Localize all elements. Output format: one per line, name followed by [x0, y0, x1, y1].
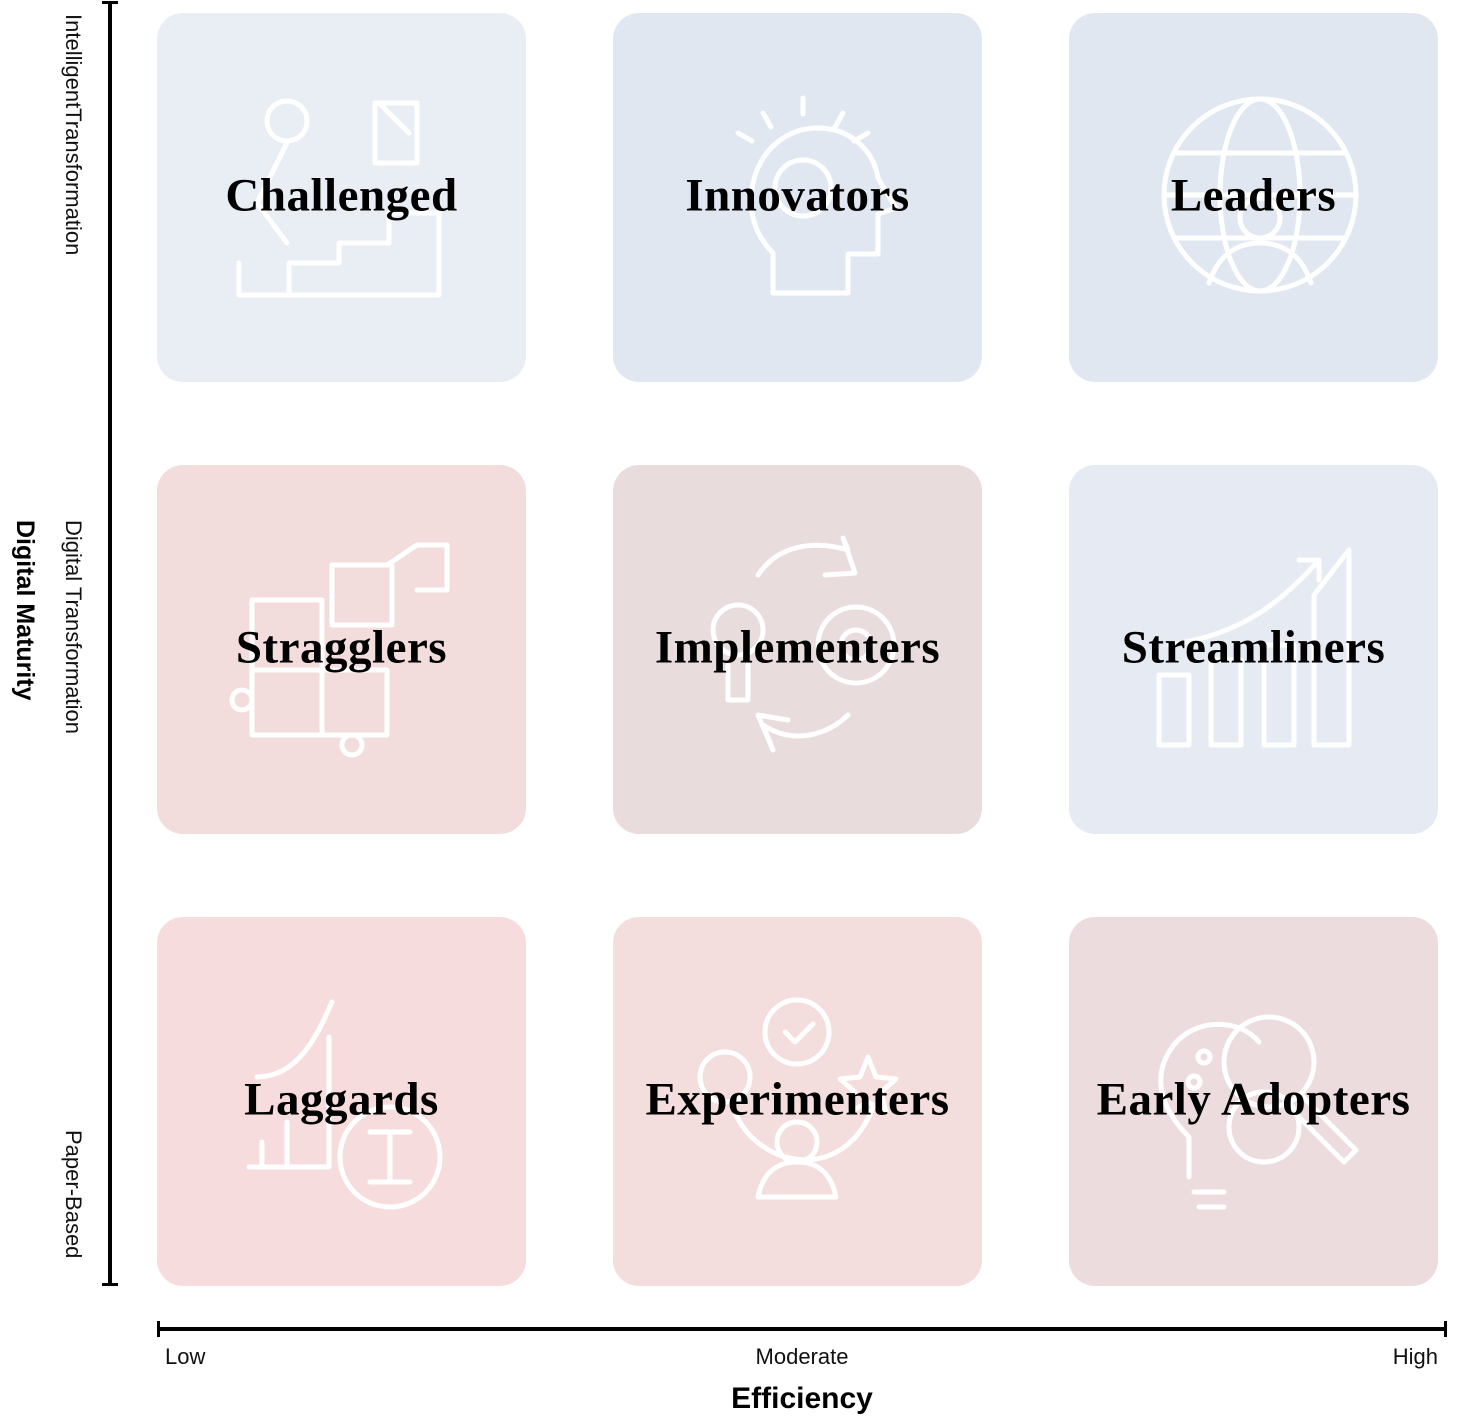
quadrant-label: Early Adopters — [1096, 1072, 1411, 1125]
quadrant-label: Innovators — [685, 168, 910, 221]
quadrant-challenged: Challenged — [157, 13, 526, 382]
y-level-paper-based: Paper-Based — [61, 1130, 86, 1259]
quadrant-experimenters: Experimenters — [613, 917, 982, 1286]
quadrant-label: Laggards — [244, 1072, 439, 1125]
x-level-low: Low — [165, 1344, 206, 1369]
quadrant-label: Leaders — [1170, 168, 1337, 221]
quadrant-label: Implementers — [654, 620, 941, 673]
puzzle-pieces-icon — [229, 542, 450, 758]
head-with-lightbulb-icon — [735, 95, 899, 296]
quadrant-leaders: Leaders — [1069, 13, 1438, 382]
y-axis-title: Digital Maturity — [11, 520, 39, 701]
quadrant-label: Challenged — [225, 168, 458, 221]
x-axis-left-tick — [157, 1321, 160, 1337]
quadrant-streamliners: Streamliners — [1069, 465, 1438, 834]
lightbulb-gear-magnifier-icon — [1158, 1014, 1359, 1210]
quadrant-early-adopters: Early Adopters — [1069, 917, 1438, 1286]
quadrant-label: Streamliners — [1121, 620, 1386, 673]
quadrant-stragglers: Stragglers — [157, 465, 526, 834]
quadrant-label: Experimenters — [645, 1072, 950, 1125]
lightbulb-gear-cycle-icon — [710, 535, 897, 753]
growth-bar-chart-icon — [1156, 547, 1352, 748]
x-axis-right-tick — [1444, 1321, 1447, 1337]
declining-chart-icon — [246, 999, 443, 1210]
person-climbing-steps-to-flag-icon — [236, 98, 442, 298]
globe-businessman-icon — [1161, 96, 1359, 294]
x-level-moderate: Moderate — [755, 1344, 849, 1369]
quadrant-implementers: Implementers — [613, 465, 982, 834]
y-axis-bottom-tick — [102, 1283, 118, 1286]
y-level-intelligent-transformation: IntelligentTransformation — [61, 14, 86, 256]
person-gear-idea-icon — [697, 997, 899, 1200]
quadrant-innovators: Innovators — [613, 13, 982, 382]
y-axis-top-tick — [102, 1, 118, 4]
y-axis-line — [108, 2, 112, 1286]
x-level-high: High — [1392, 1344, 1438, 1369]
quadrant-laggards: Laggards — [157, 917, 526, 1286]
quadrant-label: Stragglers — [235, 620, 448, 673]
y-level-digital-transformation: Digital Transformation — [61, 520, 86, 734]
x-axis-line — [158, 1327, 1447, 1331]
x-axis-title: Efficiency — [731, 1382, 873, 1415]
